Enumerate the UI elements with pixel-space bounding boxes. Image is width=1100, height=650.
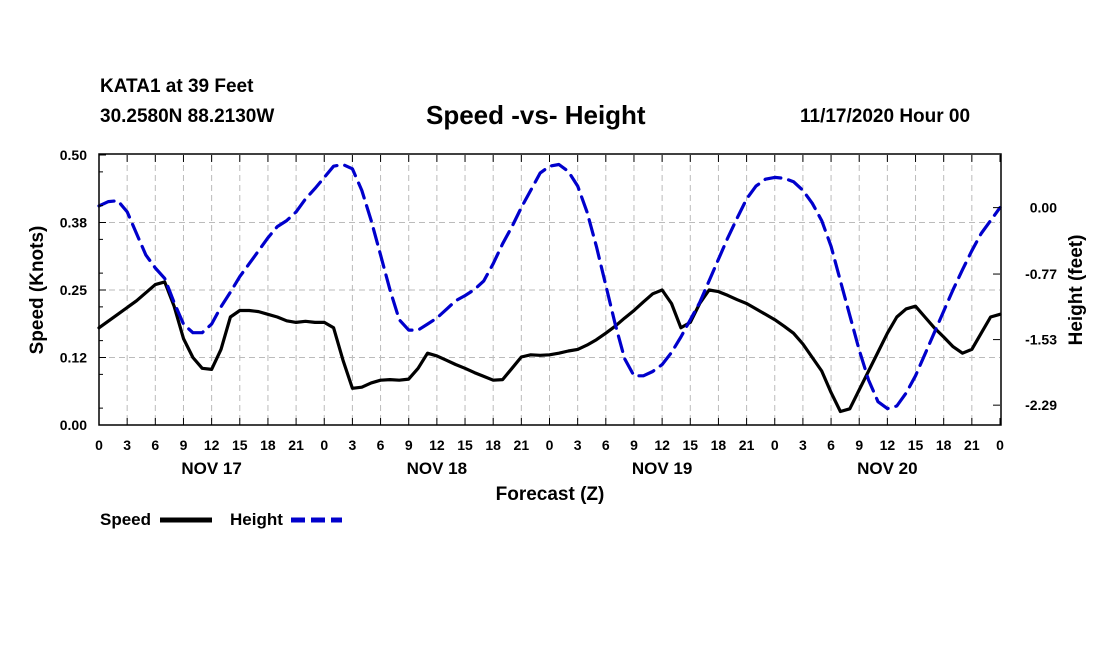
x-tick-label: 3 xyxy=(799,437,807,453)
x-tick-label: 18 xyxy=(936,437,952,453)
y-axis-title: Speed (Knots) xyxy=(27,226,48,355)
x-tick-label: 0 xyxy=(996,437,1004,453)
y2-tick-label: -0.77 xyxy=(1025,266,1057,282)
x-tick-label: 15 xyxy=(908,437,924,453)
x-tick-label: 9 xyxy=(855,437,863,453)
y2-tick-label: 0.00 xyxy=(1030,200,1057,216)
forecast-datestamp: 11/17/2020 Hour 00 xyxy=(800,106,971,127)
x-tick-label: 21 xyxy=(514,437,530,453)
y-tick-label: 0.38 xyxy=(60,215,87,231)
x-tick-label: 3 xyxy=(349,437,357,453)
y2-tick-label: -1.53 xyxy=(1025,332,1057,348)
x-tick-label: 12 xyxy=(204,437,220,453)
x-tick-label: 0 xyxy=(771,437,779,453)
axis-labels: 0 3 6 9 12 15 18 21 0 3 6 9 12 15 18 21 0 3 6 9 12 15 18 21 0 3 6 9… xyxy=(60,147,1057,478)
x-tick-label: 15 xyxy=(232,437,248,453)
grid-lines xyxy=(99,155,1000,425)
x-tick-label: 21 xyxy=(739,437,755,453)
x-tick-label: 18 xyxy=(711,437,727,453)
x-tick-label: 3 xyxy=(574,437,582,453)
station-name: KATA1 at 39 Feet xyxy=(100,76,254,97)
y-tick-label: 0.12 xyxy=(60,350,87,366)
height-series-line xyxy=(97,162,1002,411)
y2-tick-label: -2.29 xyxy=(1025,397,1057,413)
x-tick-label: 6 xyxy=(602,437,610,453)
x-tick-label: 0 xyxy=(95,437,103,453)
x-tick-label: 6 xyxy=(151,437,159,453)
x-tick-label: 9 xyxy=(630,437,638,453)
legend-speed-label: Speed xyxy=(100,510,151,529)
x-tick-label: 15 xyxy=(682,437,698,453)
station-coordinates: 30.2580N 88.2130W xyxy=(100,106,275,127)
x-tick-label: 6 xyxy=(377,437,385,453)
x-tick-label: 15 xyxy=(457,437,473,453)
y-tick-label: 0.25 xyxy=(60,282,87,298)
axis-ticks xyxy=(98,154,1001,426)
y2-axis-title: Height (feet) xyxy=(1066,235,1087,346)
legend-height-label: Height xyxy=(230,510,283,529)
series-lines xyxy=(97,162,1002,414)
x-tick-label: 12 xyxy=(654,437,670,453)
x-tick-label: 18 xyxy=(485,437,501,453)
x-day-label: NOV 19 xyxy=(632,459,692,478)
x-tick-label: 21 xyxy=(964,437,980,453)
x-day-label: NOV 17 xyxy=(181,459,241,478)
x-tick-label: 12 xyxy=(880,437,896,453)
x-tick-label: 18 xyxy=(260,437,276,453)
x-tick-label: 12 xyxy=(429,437,445,453)
speed-series-line xyxy=(97,280,1002,414)
x-tick-label: 6 xyxy=(827,437,835,453)
x-tick-label: 3 xyxy=(123,437,131,453)
x-day-label: NOV 18 xyxy=(407,459,467,478)
legend: Speed Height xyxy=(100,510,342,529)
x-axis-title: Forecast (Z) xyxy=(496,484,605,505)
y-tick-label: 0.50 xyxy=(60,147,87,163)
x-tick-label: 21 xyxy=(288,437,304,453)
x-tick-label: 0 xyxy=(546,437,554,453)
chart-title: Speed -vs- Height xyxy=(426,100,646,130)
y-tick-label: 0.00 xyxy=(60,417,87,433)
x-day-label: NOV 20 xyxy=(857,459,917,478)
x-tick-label: 9 xyxy=(180,437,188,453)
x-tick-label: 9 xyxy=(405,437,413,453)
x-tick-label: 0 xyxy=(320,437,328,453)
